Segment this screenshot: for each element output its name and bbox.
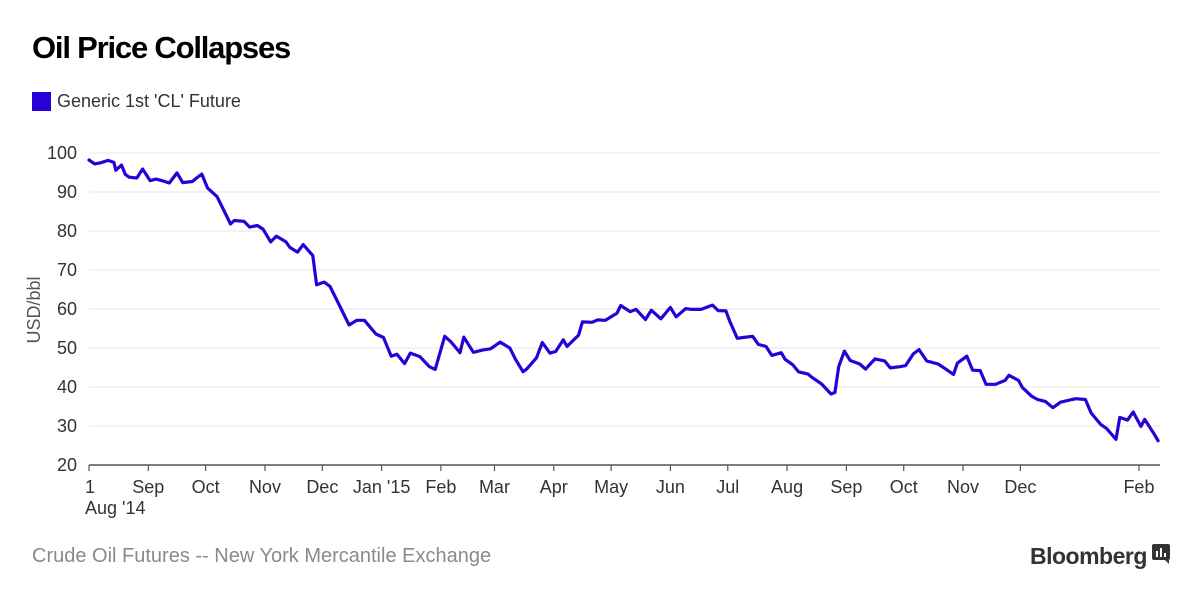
- x-tick-label: Dec: [306, 477, 338, 497]
- x-tick-label: Dec: [1004, 477, 1036, 497]
- x-tick-label: Jan '15: [353, 477, 410, 497]
- y-tick-label: 80: [57, 221, 77, 241]
- x-tick-label: Nov: [249, 477, 281, 497]
- x-tick-label: Jul: [716, 477, 739, 497]
- x-tick-label: Apr: [540, 477, 568, 497]
- brand-name: Bloomberg: [1030, 542, 1147, 569]
- y-axis: 20 30 40 50 60 70 80 90 100: [47, 143, 77, 475]
- y-tick-label: 100: [47, 143, 77, 163]
- x-tick-label: Mar: [479, 477, 510, 497]
- y-tick-label: 40: [57, 377, 77, 397]
- x-tick-label: Jun: [656, 477, 685, 497]
- brand-logo: Bloomberg: [1030, 542, 1171, 570]
- x-tick-label: May: [594, 477, 628, 497]
- x-tick-label: Sep: [132, 477, 164, 497]
- legend: Generic 1st 'CL' Future: [32, 91, 241, 112]
- x-tick-label: Feb: [1123, 477, 1154, 497]
- y-tick-label: 50: [57, 338, 77, 358]
- grid: [89, 152, 1160, 427]
- x-tick-label: Sep: [830, 477, 862, 497]
- x-tick-sublabel: Aug '14: [85, 498, 146, 518]
- y-tick-label: 90: [57, 182, 77, 202]
- y-axis-label: USD/bbl: [24, 276, 44, 343]
- x-tick-label: Feb: [425, 477, 456, 497]
- x-tick-label: Oct: [890, 477, 918, 497]
- x-tick-label: Oct: [192, 477, 220, 497]
- y-tick-label: 20: [57, 455, 77, 475]
- x-tick-label: 1: [85, 477, 95, 497]
- legend-label: Generic 1st 'CL' Future: [57, 91, 241, 111]
- x-tick-label: Nov: [947, 477, 979, 497]
- series-group: [87, 158, 1160, 443]
- legend-swatch: [32, 92, 51, 111]
- series-line: [87, 158, 1160, 443]
- chart-title: Oil Price Collapses: [32, 30, 291, 65]
- y-tick-label: 60: [57, 299, 77, 319]
- x-tick-label: Aug: [771, 477, 803, 497]
- y-tick-label: 30: [57, 416, 77, 436]
- y-tick-label: 70: [57, 260, 77, 280]
- bloomberg-terminal-icon: [1151, 542, 1171, 570]
- source-note: Crude Oil Futures -- New York Mercantile…: [32, 545, 492, 567]
